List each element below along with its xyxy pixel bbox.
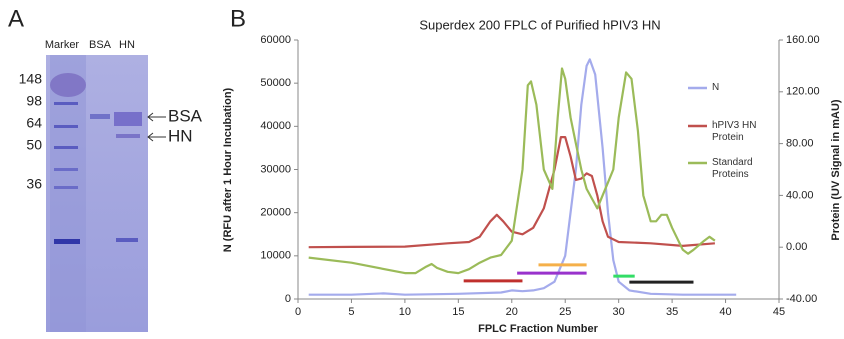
- y-tick-label: 30000: [260, 163, 291, 175]
- marker-label: 36: [26, 176, 42, 192]
- x-tick-label: 5: [348, 306, 354, 318]
- y-tick-label: 40000: [260, 120, 291, 132]
- x-tick-label: 0: [295, 306, 301, 318]
- panel-label: B: [230, 5, 246, 32]
- legend-label: N: [712, 82, 778, 94]
- y2-tick-label: 80.00: [786, 138, 814, 150]
- lane-label: HN: [119, 39, 135, 51]
- legend-label: hPIV3 HN Protein: [712, 120, 778, 144]
- figure: A Marker BSA HN 148 98 64 50 36 BSA HN B…: [0, 0, 844, 339]
- marker-label: 98: [26, 93, 42, 109]
- y-tick-label: 10000: [260, 250, 291, 262]
- x-tick-label: 20: [506, 306, 518, 318]
- series-line: [309, 137, 715, 247]
- x-axis-label: FPLC Fraction Number: [478, 323, 599, 335]
- y2-tick-label: 0.00: [786, 241, 807, 253]
- marker-label: 64: [26, 115, 42, 131]
- x-tick-label: 30: [613, 306, 625, 318]
- y2-tick-label: 120.00: [786, 86, 820, 98]
- x-tick-label: 25: [559, 306, 571, 318]
- y-tick-label: 20000: [260, 207, 291, 219]
- lane-label: BSA: [89, 39, 112, 51]
- y2-axis-label: Protein (UV Signal in mAU): [830, 99, 842, 241]
- gel: [46, 55, 148, 332]
- y-tick-label: 0: [285, 293, 291, 305]
- x-tick-label: 40: [719, 306, 731, 318]
- band-label: BSA: [168, 106, 203, 125]
- chart-title: Superdex 200 FPLC of Purified hPIV3 HN: [419, 17, 660, 32]
- y-tick-label: 50000: [260, 77, 291, 89]
- band-label: HN: [168, 126, 193, 145]
- marker-label: 148: [19, 71, 43, 87]
- y-tick-label: 60000: [260, 34, 291, 46]
- x-tick-label: 35: [666, 306, 678, 318]
- y-axis-label: N (RFU after 1 Hour Incubation): [222, 87, 234, 252]
- y2-tick-label: -40.00: [786, 293, 817, 305]
- y2-tick-label: 160.00: [786, 34, 820, 46]
- series-line: [309, 69, 715, 274]
- x-tick-label: 15: [452, 306, 464, 318]
- y2-tick-label: 40.00: [786, 189, 814, 201]
- lane-label: Marker: [45, 39, 80, 51]
- panel-label: A: [8, 5, 24, 32]
- x-tick-label: 45: [773, 306, 785, 318]
- marker-label: 50: [26, 137, 42, 153]
- arrow: [148, 113, 166, 141]
- legend-label: Standard Proteins: [712, 157, 778, 181]
- x-tick-label: 10: [399, 306, 411, 318]
